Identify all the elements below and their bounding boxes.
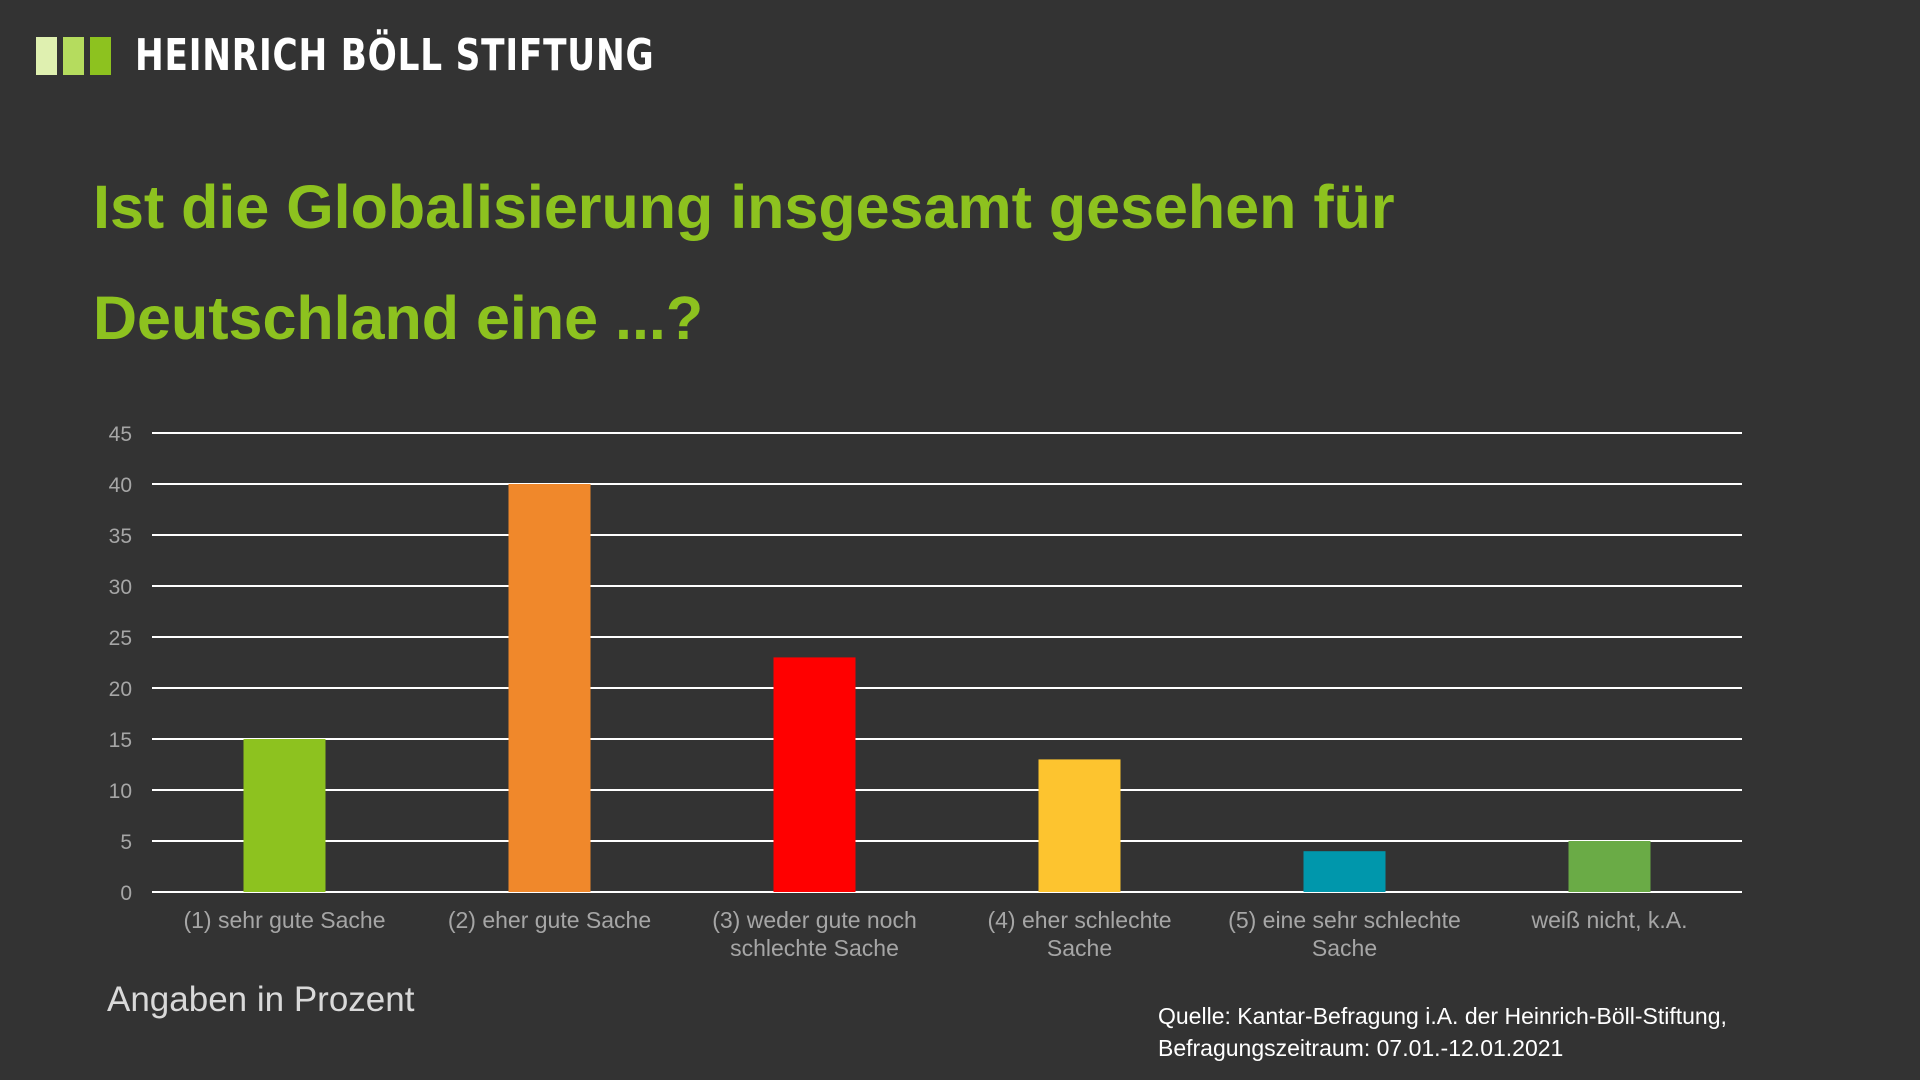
y-tick-label: 0 [120,882,132,905]
x-tick-label-line: Sache [1047,935,1112,961]
y-tick-label: 20 [109,678,132,701]
x-tick-label-line: Sache [1312,935,1377,961]
logo-text: HEINRICH BÖLL STIFTUNG [135,30,655,81]
logo-square [63,37,84,75]
x-tick-label-line: (1) sehr gute Sache [183,907,385,933]
x-tick-label: (1) sehr gute Sache [183,907,385,933]
bar [1568,841,1651,892]
title-line-2: Deutschland eine ...? [93,284,704,352]
logo-square [90,37,111,75]
logo-squares [36,37,111,75]
title-line-1: Ist die Globalisierung insgesamt gesehen… [93,173,1395,241]
logo: HEINRICH BÖLL STIFTUNG [36,32,801,80]
x-tick-label: weiß nicht, k.A. [1531,907,1688,933]
x-tick-label: (5) eine sehr schlechte Sache [1228,907,1461,961]
y-tick-label: 35 [109,525,132,548]
x-tick-label: (3) weder gute noch schlechte Sache [712,907,917,961]
y-tick-label: 45 [109,423,132,446]
y-tick-label: 30 [109,576,132,599]
x-tick-label-line: (5) eine sehr schlechte [1228,907,1461,933]
bar [1038,759,1121,892]
x-tick-label-line: (3) weder gute noch [712,907,917,933]
bar [243,739,326,892]
logo-square [36,37,57,75]
slide-title: Ist die Globalisierung insgesamt gesehen… [93,152,1593,374]
y-tick-label: 25 [109,627,132,650]
bar [508,484,591,892]
y-tick-label: 15 [109,729,132,752]
y-tick-label: 5 [120,831,132,854]
x-tick-label: (2) eher gute Sache [448,907,651,933]
bar [773,657,856,892]
units-note: Angaben in Prozent [107,980,415,1019]
source-line-1: Quelle: Kantar-Befragung i.A. der Heinri… [1158,1003,1727,1029]
x-tick-label: (4) eher schlechte Sache [987,907,1171,961]
x-tick-label-line: schlechte Sache [730,935,899,961]
source-note: Quelle: Kantar-Befragung i.A. der Heinri… [1158,1000,1898,1064]
x-tick-label-line: weiß nicht, k.A. [1531,907,1688,933]
x-tick-label-line: (4) eher schlechte [987,907,1171,933]
source-line-2: Befragungszeitraum: 07.01.-12.01.2021 [1158,1035,1564,1061]
y-tick-label: 10 [109,780,132,803]
x-tick-label-line: (2) eher gute Sache [448,907,651,933]
y-tick-label: 40 [109,474,132,497]
bar [1303,851,1386,892]
